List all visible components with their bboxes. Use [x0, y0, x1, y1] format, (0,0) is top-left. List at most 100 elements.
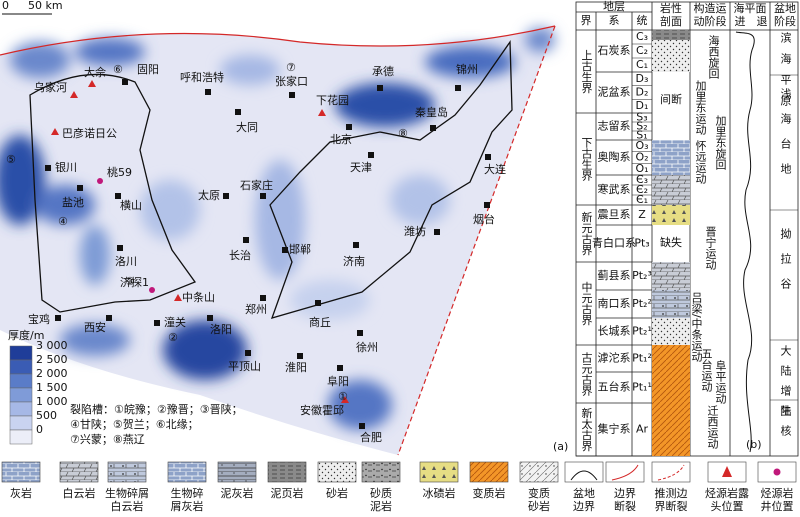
system-label: 滹沱系 [598, 351, 631, 365]
city-label: 大连 [484, 162, 506, 176]
lithology-fill [652, 30, 690, 40]
thickness-label: 3 000 [36, 339, 68, 352]
city-marker [122, 79, 128, 85]
city-marker [245, 350, 251, 356]
outcrop-marker [51, 128, 59, 135]
city-label: 银川 [55, 160, 77, 174]
city-marker [353, 242, 359, 248]
city-label: 烟台 [473, 212, 495, 226]
series-label: Z [638, 208, 646, 221]
legend-label: 砂质泥岩 [370, 487, 392, 513]
city-marker [434, 229, 440, 235]
series-label: O₃ [635, 139, 648, 152]
city-label: 长治 [229, 248, 251, 262]
series-label: Pt₂³ [632, 269, 652, 282]
header: 退 [757, 15, 768, 28]
legend-swatch [469, 461, 509, 483]
rift-number: ⑤ [6, 153, 16, 166]
legend-swatch [59, 461, 99, 483]
header: 统 [637, 14, 648, 27]
tectonic-label: 迁西运动 [706, 405, 719, 449]
thickness-label: 1 000 [36, 395, 68, 408]
city-marker [282, 247, 288, 253]
thickness-swatch [9, 415, 33, 431]
city-marker [55, 315, 61, 321]
lithology-fill [652, 262, 690, 290]
lithology-note: 间断 [660, 92, 682, 106]
outcrop-label: 乌家河 [34, 80, 67, 94]
sea-level-curve [735, 31, 755, 453]
header: 盆地 [774, 1, 796, 15]
header: 进 [735, 15, 746, 28]
thickness-label: 500 [36, 409, 57, 422]
system-label: 寒武系 [598, 182, 631, 196]
lithology-fill [652, 290, 690, 318]
basin-stage: 大陆增生 [779, 344, 792, 425]
legend-swatch [564, 461, 604, 483]
legend-icon [657, 464, 685, 481]
rift-number: ④ [58, 215, 68, 228]
outcrop-label: 下花园 [316, 94, 349, 107]
city-label: 横山 [120, 198, 142, 212]
legend-label: 烃源岩井位置 [761, 486, 794, 513]
city-label: 固阳 [137, 63, 159, 76]
legend-swatch [651, 461, 691, 483]
rift-number: ③ [125, 275, 135, 288]
city-label: 盐池 [62, 196, 84, 209]
tectonic-label: 加里东运动 [694, 80, 707, 135]
system-label: 泥盆系 [598, 85, 631, 99]
outcrop-label: 大佘 [84, 65, 106, 79]
series-label: Є₂ [636, 183, 648, 196]
era-label: 新元古界 [580, 210, 593, 256]
city-label: 阜阳 [327, 375, 349, 388]
thickness-label: 2 000 [36, 367, 68, 380]
city-label: 张家口 [275, 74, 308, 88]
legend-swatch [605, 461, 645, 483]
city-label: 大同 [236, 120, 258, 134]
series-label: D₂ [636, 86, 649, 99]
header: 界 [581, 14, 592, 27]
thickness-label: 1 500 [36, 381, 68, 394]
tectonic-label: 阜平运动 [714, 360, 727, 404]
legend-icon [773, 468, 781, 476]
lithology-fill [652, 175, 690, 205]
era-label: 新太古界 [580, 406, 593, 452]
legend-swatch [1, 461, 41, 483]
basin-stage: 拗拉谷 [779, 227, 792, 303]
series-label: C₂ [636, 44, 648, 57]
city-marker [117, 245, 123, 251]
map [0, 13, 556, 456]
legend-swatch [419, 461, 459, 483]
city-label: 秦皇岛 [415, 105, 448, 119]
series-label: O₁ [635, 162, 648, 175]
rift-number: ⑦ [286, 61, 296, 74]
city-label: 洛阳 [210, 322, 232, 336]
basin-boundary [29, 73, 197, 313]
city-marker [368, 152, 374, 158]
header: 系 [609, 14, 620, 27]
city-label: 锦州 [456, 62, 478, 76]
legend-swatch [317, 461, 357, 483]
thickness-field [0, 28, 555, 430]
header: 阶段 [774, 14, 796, 28]
legend-label: 泥灰岩 [221, 486, 254, 500]
legend-swatch [217, 461, 257, 483]
rift-number: ⑥ [113, 63, 123, 76]
rift-number: ⑧ [398, 127, 408, 140]
inferred-boundary-fault [397, 25, 556, 456]
outcrop-label: 安徽霍邱 [300, 403, 344, 417]
city-marker [357, 330, 363, 336]
city-marker [207, 315, 213, 321]
city-marker [337, 365, 343, 371]
city-label: 太原 [198, 189, 220, 202]
header: 动阶段 [694, 14, 727, 28]
rift-note: ④甘陕；⑤贺兰；⑥北缘； [70, 417, 199, 431]
city-label: 北京 [330, 132, 352, 146]
city-label: 邯郸 [289, 242, 311, 256]
thickness-swatch [9, 387, 33, 403]
thickness-swatch [9, 401, 33, 417]
city-marker [484, 202, 490, 208]
outcrop-marker [174, 294, 182, 301]
city-label: 呼和浩特 [180, 70, 224, 84]
city-marker [106, 315, 112, 321]
